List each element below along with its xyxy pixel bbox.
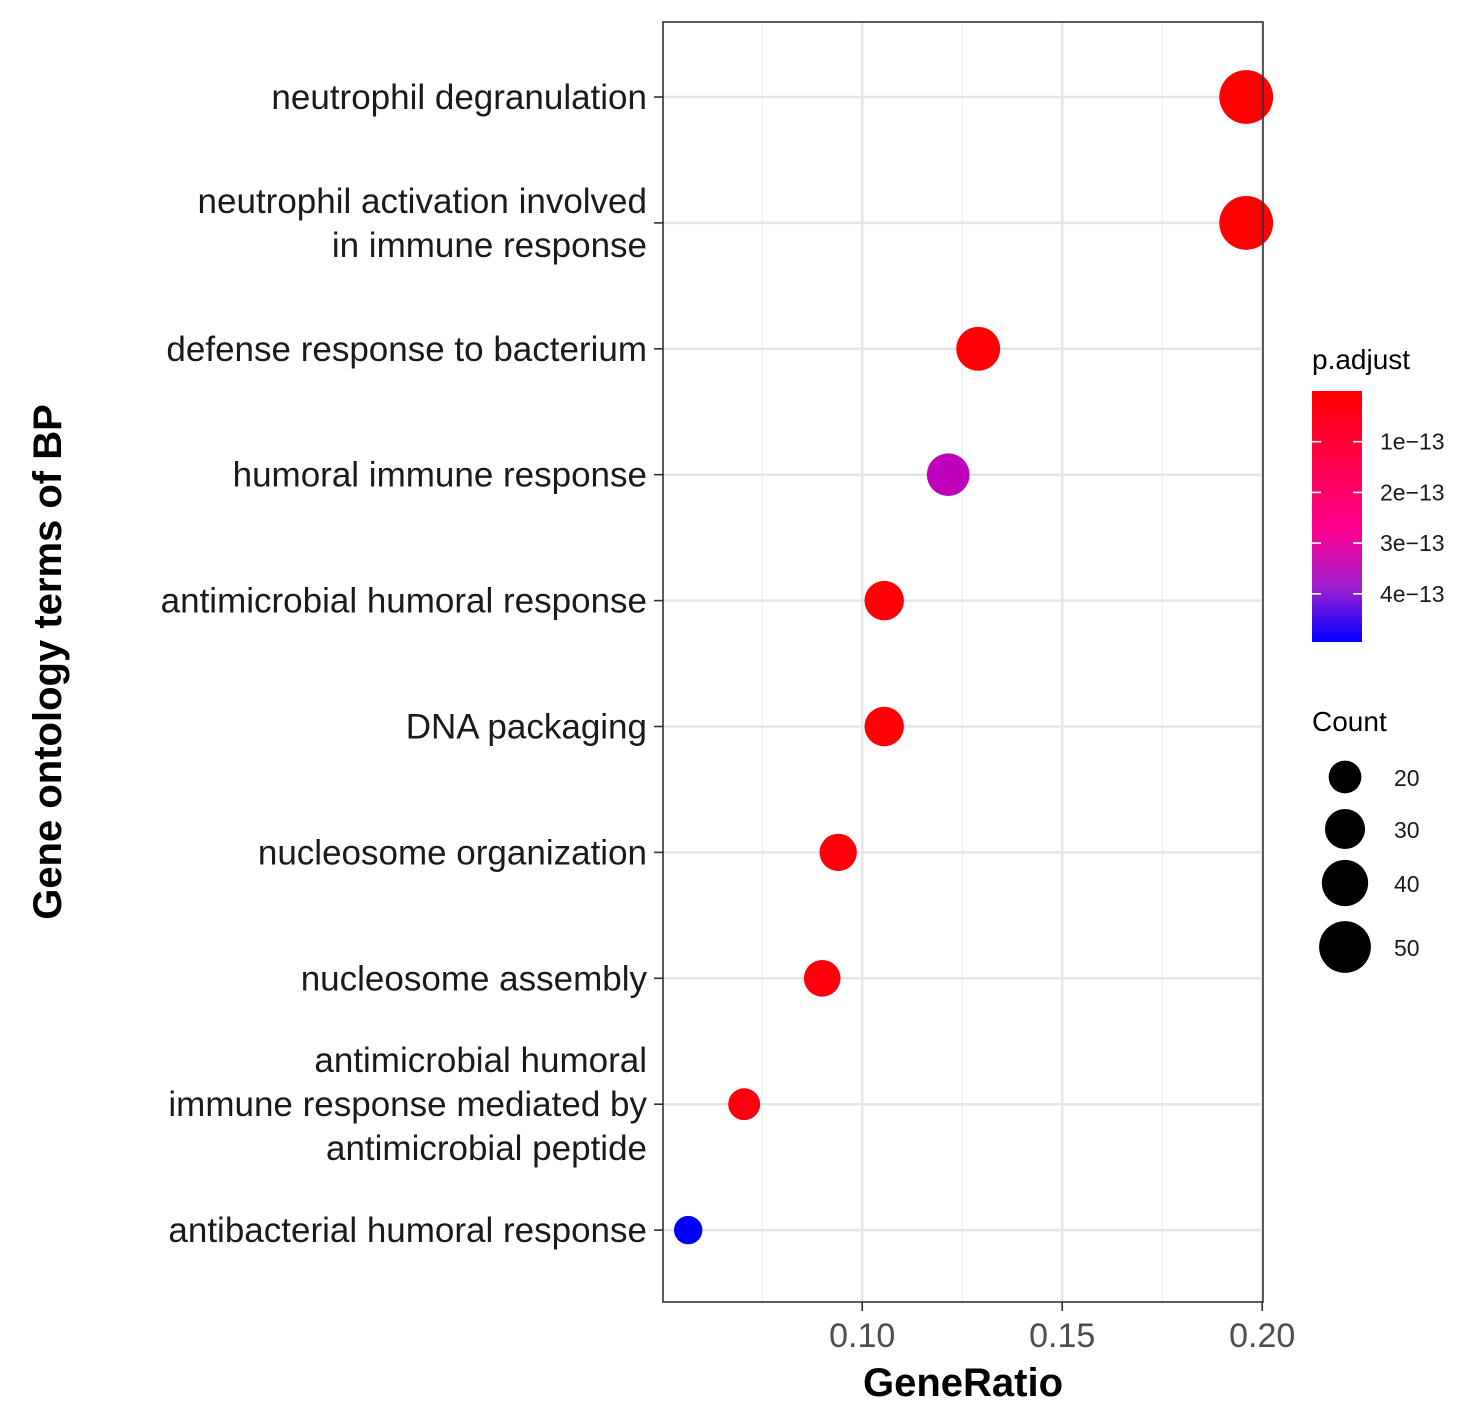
y-category-label-6: nucleosome organization <box>258 833 647 872</box>
legend-colorbar <box>1312 391 1362 642</box>
y-category-label-0: neutrophil degranulation <box>271 78 647 117</box>
point-3 <box>926 453 970 497</box>
x-axis-title: GeneRatio <box>863 1361 1063 1405</box>
colorbar-tick-label-0: 1e−13 <box>1380 429 1445 455</box>
point-6 <box>819 833 857 872</box>
point-0 <box>1219 70 1274 124</box>
panel-background <box>663 22 1263 1302</box>
point-9 <box>674 1215 703 1245</box>
y-category-label-line: DNA packaging <box>406 708 647 747</box>
point-2 <box>956 326 1001 371</box>
y-axis-title: Gene ontology terms of BP <box>26 404 70 920</box>
point-1 <box>1219 195 1274 250</box>
legend-count-label-2: 40 <box>1394 871 1420 897</box>
y-category-label-3: humoral immune response <box>233 456 647 495</box>
y-category-label-line: antimicrobial peptide <box>326 1129 647 1168</box>
x-tick-label-1: 0.15 <box>1029 1317 1095 1355</box>
colorbar-tick-label-1: 2e−13 <box>1380 479 1445 505</box>
y-category-label-5: DNA packaging <box>406 708 647 747</box>
y-category-label-7: nucleosome assembly <box>301 959 648 998</box>
y-category-label-line: humoral immune response <box>233 456 647 495</box>
y-category-label-line: neutrophil degranulation <box>271 78 647 117</box>
x-tick-label-0: 0.10 <box>829 1317 895 1355</box>
x-axis-ticks: 0.10 0.15 0.20 <box>829 1302 1295 1355</box>
y-category-label-line: in immune response <box>332 226 647 265</box>
y-category-label-line: neutrophil activation involved <box>198 182 647 221</box>
y-category-label-line: antimicrobial humoral response <box>161 582 647 621</box>
point-5 <box>864 706 904 747</box>
legend-count-dot-2 <box>1321 859 1369 907</box>
legend-p-adjust: p.adjust 1e−13 2e−13 3e−13 4e−13 <box>1312 344 1445 642</box>
legend-p-adjust-title: p.adjust <box>1312 344 1410 375</box>
point-7 <box>803 959 841 997</box>
y-category-label-1: neutrophil activation involved in immune … <box>198 182 647 265</box>
legend-count-label-3: 50 <box>1394 935 1420 961</box>
y-category-label-2: defense response to bacterium <box>166 330 647 369</box>
legend-count-title: Count <box>1312 706 1387 737</box>
legend-count-items: 20 30 40 50 <box>1319 760 1420 973</box>
legend-count-label-0: 20 <box>1394 765 1420 791</box>
y-category-label-line: immune response mediated by <box>168 1085 647 1124</box>
y-axis-ticks: neutrophil degranulation neutrophil activ… <box>161 78 663 1250</box>
y-category-label-9: antibacterial humoral response <box>168 1211 647 1250</box>
y-category-label-line: nucleosome organization <box>258 833 647 872</box>
legend-count: Count 20 30 40 50 <box>1312 706 1420 973</box>
y-category-label-line: antibacterial humoral response <box>168 1211 647 1250</box>
colorbar-tick-label-2: 3e−13 <box>1380 530 1445 556</box>
y-category-label-8: antimicrobial humoral immune response med… <box>168 1041 647 1168</box>
legend-colorbar-ticks: 1e−13 2e−13 3e−13 4e−13 <box>1312 429 1445 607</box>
legend-count-dot-1 <box>1324 808 1366 850</box>
legend-count-dot-3 <box>1319 921 1371 973</box>
legend-count-label-1: 30 <box>1394 817 1420 843</box>
colorbar-tick-label-3: 4e−13 <box>1380 581 1445 607</box>
data-points <box>674 70 1274 1245</box>
legend-count-dot-0 <box>1328 760 1362 794</box>
y-category-label-line: defense response to bacterium <box>166 330 647 369</box>
y-category-label-line: nucleosome assembly <box>301 959 648 998</box>
x-tick-label-2: 0.20 <box>1229 1317 1295 1355</box>
point-4 <box>864 580 904 621</box>
point-8 <box>728 1088 761 1121</box>
y-category-label-line: antimicrobial humoral <box>314 1041 647 1080</box>
panel-border <box>662 21 1264 1303</box>
y-category-label-4: antimicrobial humoral response <box>161 582 647 621</box>
